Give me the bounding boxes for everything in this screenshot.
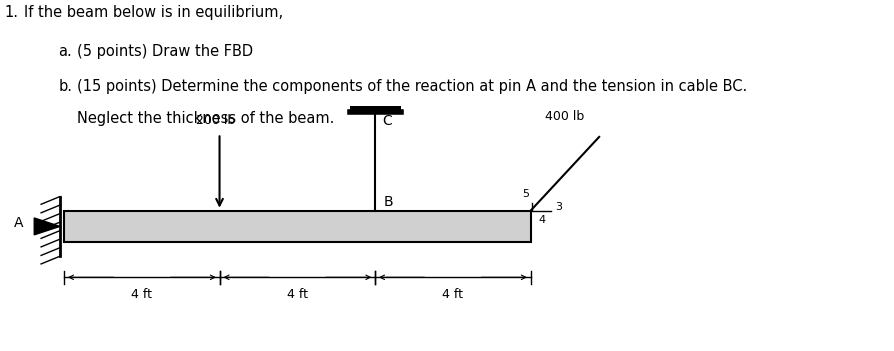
Text: 4 ft: 4 ft bbox=[287, 288, 308, 301]
Polygon shape bbox=[34, 218, 60, 235]
Text: (15 points) Determine the components of the reaction at pin A and the tension in: (15 points) Determine the components of … bbox=[77, 79, 746, 94]
Text: 4 ft: 4 ft bbox=[442, 288, 463, 301]
Text: 4: 4 bbox=[537, 215, 544, 225]
Text: 3: 3 bbox=[555, 202, 562, 212]
Text: 1.: 1. bbox=[4, 5, 18, 20]
Text: Neglect the thickness of the beam.: Neglect the thickness of the beam. bbox=[77, 111, 334, 126]
Text: b.: b. bbox=[58, 79, 72, 94]
Bar bbox=[350, 106, 401, 112]
Text: 4 ft: 4 ft bbox=[131, 288, 152, 301]
Text: C: C bbox=[382, 114, 392, 128]
Bar bbox=[64, 211, 530, 242]
Text: B: B bbox=[384, 195, 393, 209]
Text: a.: a. bbox=[58, 44, 72, 59]
Text: If the beam below is in equilibrium,: If the beam below is in equilibrium, bbox=[24, 5, 283, 20]
Text: 400 lb: 400 lb bbox=[544, 110, 584, 123]
Text: (5 points) Draw the FBD: (5 points) Draw the FBD bbox=[77, 44, 253, 59]
Text: 5: 5 bbox=[521, 190, 528, 199]
Text: A: A bbox=[14, 216, 23, 230]
Text: 200 lb: 200 lb bbox=[196, 114, 234, 127]
